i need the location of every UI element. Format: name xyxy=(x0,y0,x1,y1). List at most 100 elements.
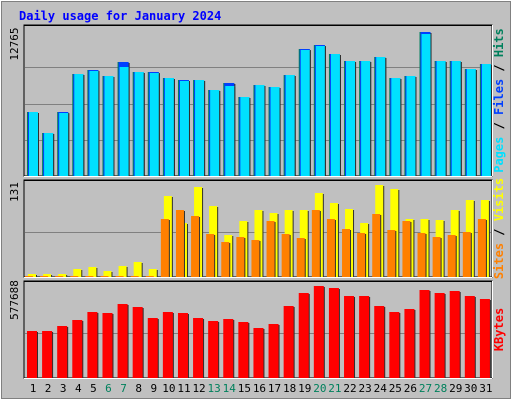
visits-bar-9 xyxy=(148,269,157,277)
x-label-day-17: 17 xyxy=(268,382,281,395)
pages-bar-22 xyxy=(346,61,356,176)
x-label-day-2: 2 xyxy=(45,382,52,395)
pages-bar-17 xyxy=(270,87,280,176)
x-label-day-3: 3 xyxy=(60,382,67,395)
pages-bar-1 xyxy=(29,112,38,176)
kbytes-bar-15 xyxy=(238,322,249,378)
hits-files-pages-legend-part-3: / xyxy=(492,57,506,79)
x-label-day-29: 29 xyxy=(449,382,462,395)
kbytes-bar-14 xyxy=(223,319,234,378)
pages-bar-4 xyxy=(74,74,84,176)
kbytes-bar-30 xyxy=(464,296,475,378)
pages-bar-24 xyxy=(376,57,386,176)
x-label-day-19: 19 xyxy=(298,382,311,395)
hits-files-pages-legend: Pages / Files / Hits xyxy=(492,28,506,173)
sites-bar-22 xyxy=(342,229,351,277)
bars xyxy=(25,32,492,378)
hits-files-pages-legend-part-4: Hits xyxy=(492,28,506,57)
sites-bar-3 xyxy=(55,276,64,277)
x-label-day-1: 1 xyxy=(30,382,37,395)
pages-bar-25 xyxy=(391,78,401,176)
pages-bar-5 xyxy=(89,71,99,176)
pages-bar-3 xyxy=(59,113,69,176)
kbytes-legend-part-0: KBytes xyxy=(492,308,506,351)
legends: Pages / Files / Hits Sites / Visits KBytes xyxy=(492,28,506,351)
visits-bar-2 xyxy=(43,274,52,277)
visits-bar-1 xyxy=(28,274,36,277)
visits-sites-legend-part-1: / xyxy=(492,221,506,243)
sites-bar-9 xyxy=(145,276,154,277)
sites-bar-2 xyxy=(40,276,49,277)
x-label-day-22: 22 xyxy=(343,382,356,395)
sites-bar-17 xyxy=(266,221,275,277)
kbytes-bar-19 xyxy=(298,293,309,378)
sites-bar-18 xyxy=(281,234,290,277)
sites-bar-10 xyxy=(160,219,169,277)
x-label-day-25: 25 xyxy=(389,382,402,395)
kbytes-bar-2 xyxy=(42,331,53,378)
kbytes-bar-22 xyxy=(344,296,355,378)
kbytes-bar-20 xyxy=(313,286,324,378)
kbytes-bar-29 xyxy=(449,291,460,378)
visits-sites-legend: Sites / Visits xyxy=(492,178,506,279)
sites-bar-7 xyxy=(115,276,124,277)
x-label-day-6: 6 xyxy=(105,382,112,395)
sites-bar-5 xyxy=(85,276,94,277)
sites-bar-1 xyxy=(25,276,33,277)
x-label-day-24: 24 xyxy=(374,382,388,395)
sites-bar-25 xyxy=(387,230,396,277)
pages-bar-12 xyxy=(195,80,205,176)
pages-bar-13 xyxy=(210,90,220,176)
kbytes-bar-25 xyxy=(389,312,400,378)
pages-bar-26 xyxy=(406,76,416,176)
sites-bar-12 xyxy=(191,216,200,277)
pages-bar-19 xyxy=(300,50,310,176)
x-label-day-14: 14 xyxy=(223,382,237,395)
kbytes-bar-28 xyxy=(434,293,445,378)
kbytes-bar-3 xyxy=(57,326,68,378)
x-label-day-15: 15 xyxy=(238,382,251,395)
pages-bar-9 xyxy=(149,73,159,176)
x-label-day-20: 20 xyxy=(313,382,326,395)
pages-bar-8 xyxy=(134,72,144,176)
sites-bar-23 xyxy=(357,233,366,277)
sites-bar-21 xyxy=(326,219,335,277)
pages-bar-10 xyxy=(164,78,174,176)
visits-sites-legend-part-0: Sites xyxy=(492,243,506,279)
sites-bar-14 xyxy=(221,242,230,277)
kbytes-bar-5 xyxy=(87,312,98,378)
sites-bar-8 xyxy=(130,276,139,277)
sites-bar-15 xyxy=(236,237,245,277)
sites-bar-13 xyxy=(206,234,215,277)
x-label-day-16: 16 xyxy=(253,382,266,395)
kbytes-legend: KBytes xyxy=(492,308,506,351)
kbytes-bar-21 xyxy=(328,288,339,378)
x-label-day-28: 28 xyxy=(434,382,447,395)
x-label-day-31: 31 xyxy=(479,382,492,395)
x-label-day-26: 26 xyxy=(404,382,417,395)
kbytes-bar-11 xyxy=(177,313,188,378)
frame-inner-border xyxy=(1,1,511,399)
sites-bar-31 xyxy=(477,219,486,277)
sites-bar-28 xyxy=(432,237,441,277)
visits-bar-3 xyxy=(58,274,67,277)
sites-bar-4 xyxy=(70,276,79,277)
sites-bar-27 xyxy=(417,233,426,277)
kbytes-bar-4 xyxy=(72,320,83,378)
x-label-day-5: 5 xyxy=(90,382,97,395)
sites-bar-24 xyxy=(372,214,381,277)
kbytes-ymax-label: 577688 xyxy=(8,280,21,320)
x-label-day-21: 21 xyxy=(328,382,341,395)
visits-bar-6 xyxy=(103,271,112,277)
hits-files-pages-legend-part-0: Pages xyxy=(492,137,506,173)
x-label-day-9: 9 xyxy=(150,382,157,395)
x-label-day-18: 18 xyxy=(283,382,296,395)
pages-bar-21 xyxy=(330,54,340,176)
x-label-day-10: 10 xyxy=(162,382,175,395)
pages-bar-2 xyxy=(44,133,54,176)
kbytes-bar-18 xyxy=(283,306,294,378)
kbytes-bar-1 xyxy=(27,331,37,378)
hits-files-pages-legend-part-2: Files xyxy=(492,79,506,115)
